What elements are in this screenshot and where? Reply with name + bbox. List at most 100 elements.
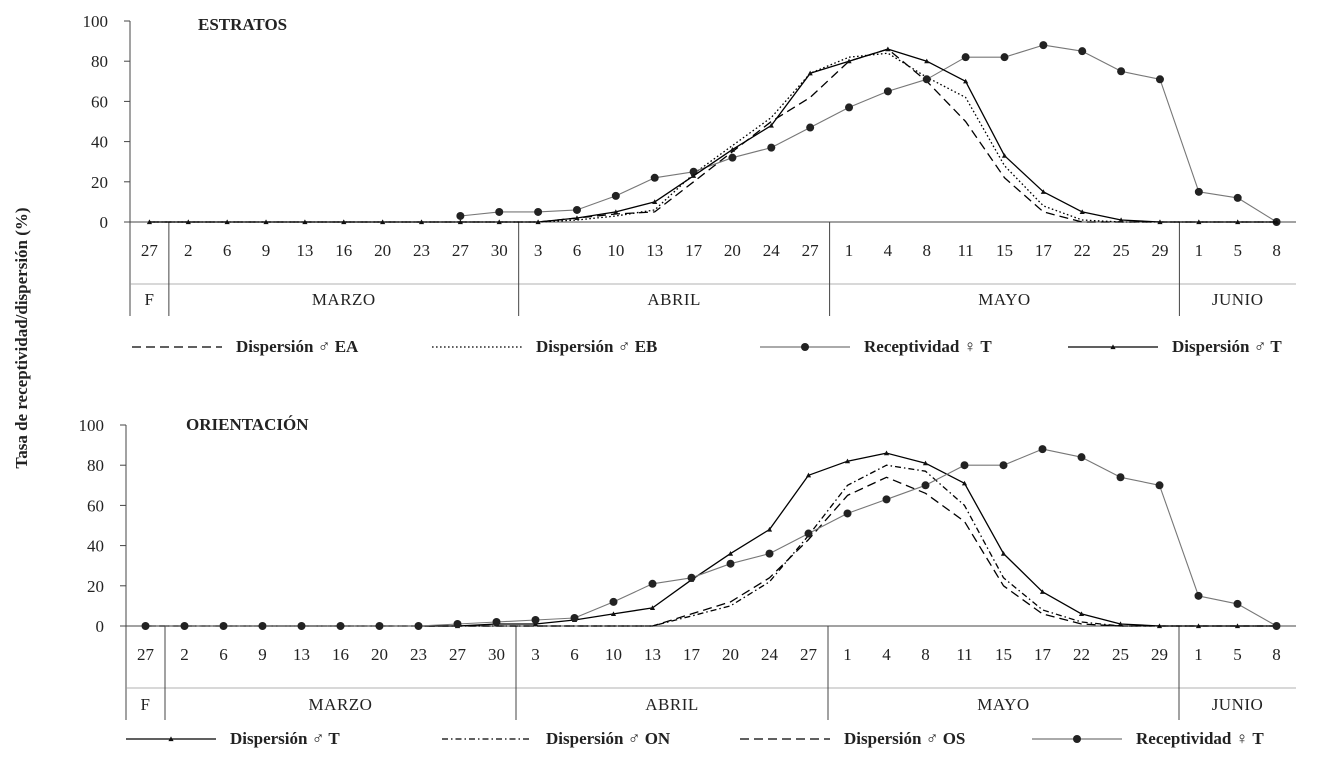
x-category-label: 17	[1034, 645, 1052, 664]
data-point	[453, 619, 462, 628]
data-point	[921, 481, 930, 490]
legend-label: Dispersión ♂ ON	[546, 729, 671, 748]
data-point	[570, 613, 579, 622]
data-point	[1233, 599, 1242, 608]
data-point	[1234, 623, 1241, 629]
x-category-label: 3	[531, 645, 540, 664]
data-point	[728, 153, 737, 162]
x-month-label: ABRIL	[647, 290, 701, 309]
data-point	[767, 143, 776, 152]
y-axis-label: Tasa de receptividad/dispersión (%)	[12, 207, 31, 468]
data-point	[414, 622, 423, 630]
data-point	[649, 605, 656, 610]
x-category-label: 4	[884, 241, 893, 260]
series-line	[145, 464, 1277, 627]
x-category-label: 5	[1233, 241, 1242, 260]
x-category-label: 13	[293, 645, 310, 664]
legend-label: Dispersión ♂ EA	[236, 337, 359, 356]
x-category-label: 13	[646, 241, 663, 260]
data-point	[652, 199, 658, 204]
data-point	[180, 622, 189, 630]
x-category-label: 16	[335, 241, 352, 260]
y-tick-label: 100	[83, 12, 109, 31]
x-category-label: 8	[923, 241, 932, 260]
x-category-label: 22	[1074, 241, 1091, 260]
x-month-label: ABRIL	[645, 695, 699, 714]
x-category-label: 27	[137, 645, 155, 664]
x-category-label: 13	[296, 241, 313, 260]
data-point	[766, 526, 773, 532]
data-point	[961, 53, 970, 62]
data-point	[1194, 591, 1203, 600]
x-category-label: 8	[1272, 241, 1281, 260]
data-point	[648, 579, 657, 588]
x-category-label: 8	[921, 645, 930, 664]
data-point	[1039, 589, 1046, 594]
y-tick-label: 20	[87, 577, 104, 596]
data-point	[922, 460, 929, 466]
data-point	[1155, 481, 1164, 490]
data-point	[1194, 187, 1203, 196]
data-point	[999, 461, 1008, 470]
y-tick-label: 0	[96, 617, 105, 636]
series-line	[149, 52, 1277, 223]
x-month-label: F	[141, 695, 151, 714]
x-category-label: 20	[374, 241, 391, 260]
x-category-label: 9	[262, 241, 271, 260]
x-category-label: 27	[800, 645, 818, 664]
series-line	[149, 48, 1277, 223]
x-category-label: 24	[763, 241, 781, 260]
data-point	[768, 122, 774, 128]
data-point	[185, 219, 191, 225]
data-point	[1117, 67, 1126, 76]
x-category-label: 4	[882, 645, 891, 664]
x-category-label: 17	[1035, 241, 1053, 260]
data-point	[1117, 621, 1124, 627]
data-point	[219, 622, 228, 630]
x-category-label: 1	[845, 241, 854, 260]
x-category-label: 10	[605, 645, 622, 664]
data-point	[843, 509, 852, 518]
data-point	[574, 215, 580, 221]
data-point	[1195, 623, 1202, 629]
series-line	[149, 48, 1277, 223]
x-category-label: 6	[573, 241, 582, 260]
x-category-label: 2	[184, 241, 193, 260]
x-category-label: 3	[534, 241, 543, 260]
x-category-label: 27	[449, 645, 467, 664]
data-point	[375, 622, 384, 630]
data-point	[885, 46, 891, 52]
x-category-label: 22	[1073, 645, 1090, 664]
data-point	[806, 123, 815, 132]
data-point	[1233, 193, 1242, 202]
data-point	[690, 173, 697, 178]
data-point	[729, 147, 736, 152]
x-month-label: JUNIO	[1212, 290, 1264, 309]
data-point	[1157, 219, 1163, 225]
x-category-label: 27	[141, 241, 159, 260]
data-point	[765, 549, 774, 558]
data-point	[727, 551, 734, 556]
data-point	[963, 78, 969, 84]
chart-title: ORIENTACIÓN	[186, 415, 309, 434]
data-point	[496, 219, 502, 225]
data-point	[297, 622, 306, 630]
legend-label: Dispersión ♂ EB	[536, 337, 657, 356]
data-point	[1000, 53, 1009, 62]
data-point	[141, 622, 150, 630]
data-point	[263, 219, 269, 225]
data-point	[1155, 75, 1164, 84]
y-tick-label: 0	[100, 213, 109, 232]
data-point	[611, 191, 620, 200]
y-tick-label: 80	[87, 456, 104, 475]
x-category-label: 23	[413, 241, 430, 260]
data-point	[1077, 453, 1086, 462]
data-point	[302, 219, 308, 225]
data-point	[380, 219, 386, 225]
series-line	[145, 476, 1277, 627]
data-point	[882, 495, 891, 504]
y-tick-label: 40	[87, 537, 104, 556]
x-category-label: 11	[956, 645, 972, 664]
data-point	[1039, 41, 1048, 50]
